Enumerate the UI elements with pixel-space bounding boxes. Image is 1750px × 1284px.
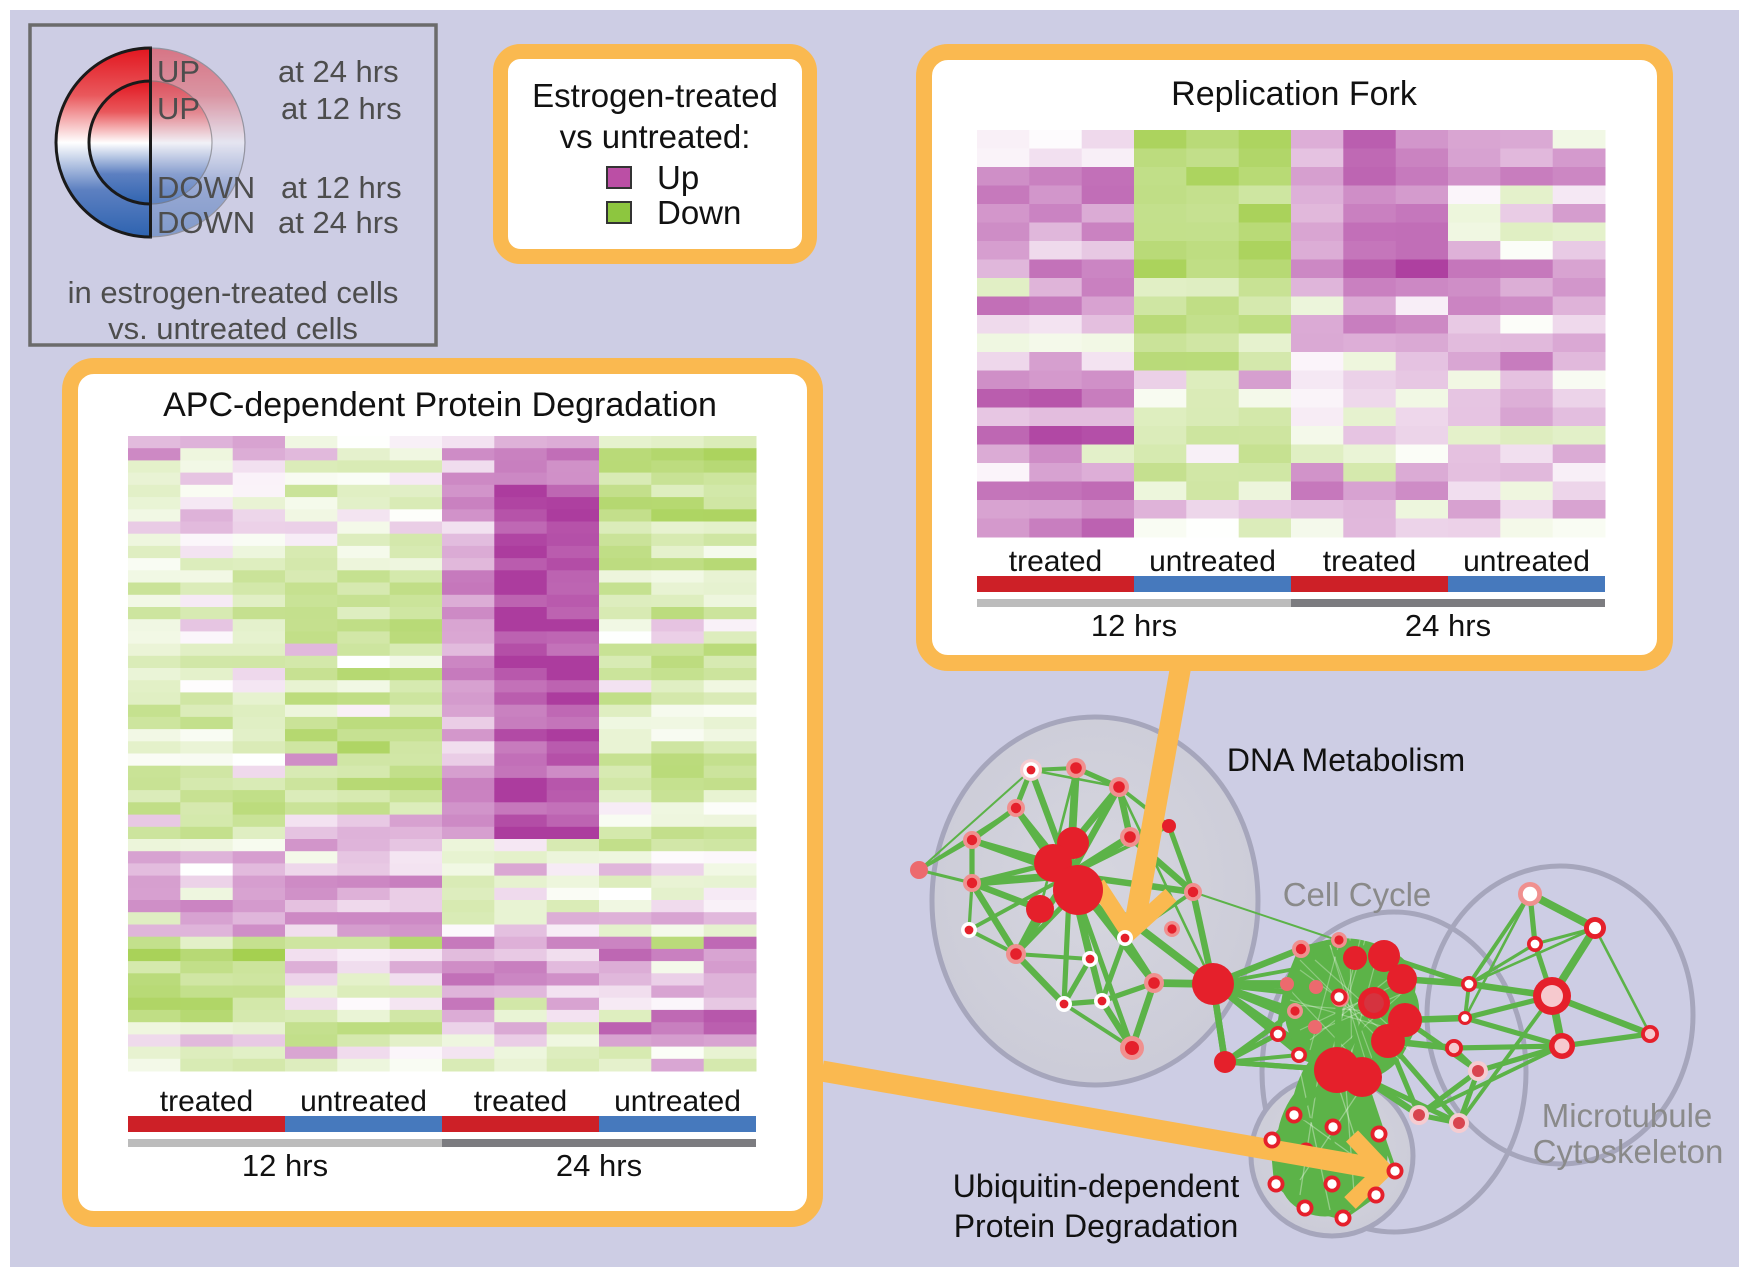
svg-text:UP: UP [157, 91, 200, 126]
svg-text:Cell Cycle: Cell Cycle [1283, 876, 1432, 913]
svg-text:APC-dependent Protein Degradat: APC-dependent Protein Degradation [163, 386, 717, 424]
svg-text:at 12 hrs: at 12 hrs [281, 170, 402, 205]
svg-text:at 24 hrs: at 24 hrs [278, 205, 399, 240]
svg-text:treated: treated [474, 1085, 567, 1118]
svg-text:untreated: untreated [614, 1085, 741, 1118]
svg-text:DOWN: DOWN [157, 170, 255, 205]
svg-text:Protein Degradation: Protein Degradation [954, 1208, 1239, 1244]
svg-text:vs untreated:: vs untreated: [560, 118, 751, 155]
svg-text:Cytoskeleton: Cytoskeleton [1533, 1133, 1724, 1170]
svg-text:at 24 hrs: at 24 hrs [278, 54, 399, 89]
svg-text:24 hrs: 24 hrs [1405, 608, 1491, 643]
svg-text:12 hrs: 12 hrs [1091, 608, 1177, 643]
svg-text:treated: treated [1009, 545, 1102, 578]
svg-text:untreated: untreated [300, 1085, 427, 1118]
svg-text:Estrogen-treated: Estrogen-treated [532, 77, 778, 114]
svg-text:untreated: untreated [1463, 545, 1590, 578]
svg-text:Down: Down [657, 194, 741, 231]
svg-text:treated: treated [160, 1085, 253, 1118]
svg-text:treated: treated [1323, 545, 1416, 578]
svg-text:at 12 hrs: at 12 hrs [281, 91, 402, 126]
svg-text:Ubiquitin-dependent: Ubiquitin-dependent [953, 1168, 1240, 1204]
svg-text:vs. untreated cells: vs. untreated cells [108, 311, 358, 346]
svg-text:Up: Up [657, 159, 699, 196]
svg-text:Microtubule: Microtubule [1542, 1097, 1713, 1134]
svg-text:DOWN: DOWN [157, 205, 255, 240]
svg-text:Replication Fork: Replication Fork [1171, 75, 1418, 113]
svg-text:UP: UP [157, 54, 200, 89]
svg-text:DNA Metabolism: DNA Metabolism [1227, 742, 1465, 778]
svg-text:24 hrs: 24 hrs [556, 1148, 642, 1183]
svg-text:in estrogen-treated cells: in estrogen-treated cells [68, 275, 399, 310]
svg-text:12 hrs: 12 hrs [242, 1148, 328, 1183]
svg-text:untreated: untreated [1149, 545, 1276, 578]
